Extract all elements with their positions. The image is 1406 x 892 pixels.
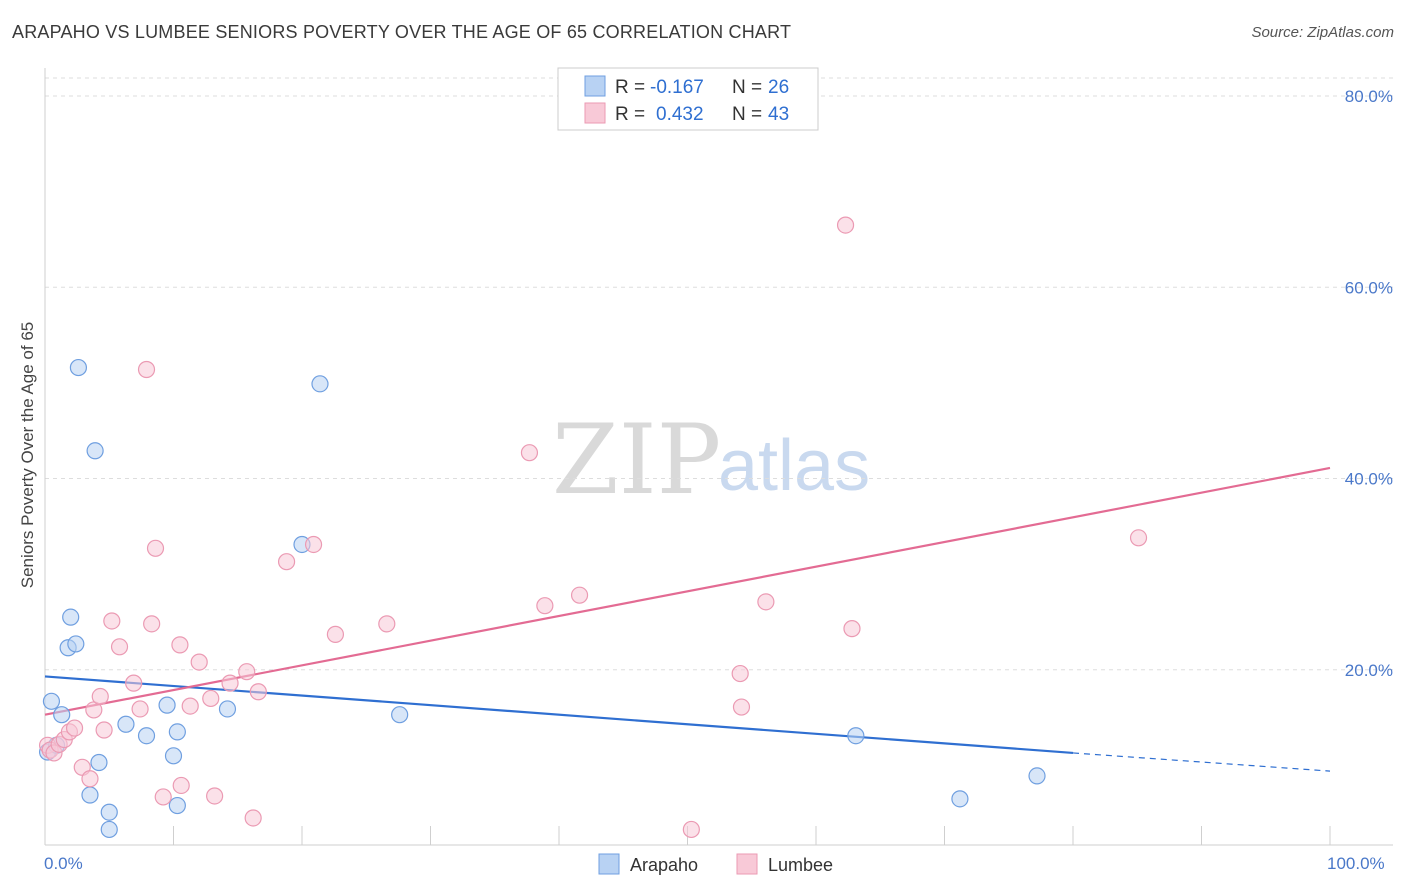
arapaho-point-3 — [54, 707, 70, 723]
legend-swatch-arapaho — [585, 76, 605, 96]
lumbee-point-34 — [521, 445, 537, 461]
lumbee-point-8 — [82, 771, 98, 787]
legend-r-label-lumbee: R = — [615, 104, 645, 125]
lumbee-point-20 — [172, 637, 188, 653]
lumbee-point-13 — [112, 639, 128, 655]
bottom-legend-label-arapaho: Arapaho — [630, 855, 698, 875]
lumbee-point-18 — [148, 540, 164, 556]
grid-lines — [45, 78, 1393, 670]
lumbee-point-12 — [104, 613, 120, 629]
lumbee-point-39 — [733, 699, 749, 715]
lumbee-point-35 — [537, 598, 553, 614]
lumbee-point-26 — [222, 675, 238, 691]
lumbee-point-21 — [173, 777, 189, 793]
arapaho-point-14 — [139, 728, 155, 744]
lumbee-point-42 — [844, 621, 860, 637]
arapaho-trend-extension — [1073, 753, 1330, 771]
arapaho-point-7 — [70, 360, 86, 376]
arapaho-point-8 — [82, 787, 98, 803]
lumbee-points — [40, 217, 1147, 837]
lumbee-point-41 — [838, 217, 854, 233]
lumbee-point-19 — [155, 789, 171, 805]
x-tick-label-max: 100.0% — [1327, 854, 1385, 873]
legend-n-value-lumbee: 43 — [768, 104, 789, 125]
arapaho-trend-line — [45, 676, 1073, 753]
arapaho-point-11 — [101, 804, 117, 820]
arapaho-point-1 — [43, 693, 59, 709]
y-tick-label-80: 80.0% — [1345, 87, 1393, 106]
lumbee-point-43 — [1131, 530, 1147, 546]
y-tick-label-40: 40.0% — [1345, 470, 1393, 489]
lumbee-point-27 — [239, 664, 255, 680]
arapaho-point-25 — [1029, 768, 1045, 784]
lumbee-point-14 — [126, 675, 142, 691]
arapaho-point-17 — [169, 724, 185, 740]
y-tick-labels: 20.0% 40.0% 60.0% 80.0% — [1345, 87, 1393, 680]
lumbee-point-6 — [67, 720, 83, 736]
lumbee-point-11 — [96, 722, 112, 738]
arapaho-point-12 — [101, 821, 117, 837]
watermark-zip: ZIP — [552, 404, 721, 516]
arapaho-point-10 — [91, 755, 107, 771]
bottom-legend-label-lumbee: Lumbee — [768, 855, 833, 875]
lumbee-point-15 — [132, 701, 148, 717]
lumbee-point-38 — [732, 666, 748, 682]
lumbee-point-24 — [203, 690, 219, 706]
series-legend: Arapaho Lumbee — [599, 854, 833, 875]
arapaho-point-9 — [87, 443, 103, 459]
scatter-chart: ZIP atlas 20.0% 40.0% 60.0% 80.0% 0.0% 100.… — [0, 0, 1406, 892]
lumbee-point-31 — [306, 536, 322, 552]
arapaho-point-22 — [392, 707, 408, 723]
lumbee-point-17 — [144, 616, 160, 632]
correlation-legend: R = -0.167 N = 26 R = 0.432 N = 43 — [558, 68, 818, 130]
bottom-legend-swatch-lumbee — [737, 854, 757, 874]
lumbee-point-25 — [207, 788, 223, 804]
legend-r-value-lumbee: 0.432 — [656, 104, 704, 125]
lumbee-point-10 — [92, 689, 108, 705]
y-tick-label-20: 20.0% — [1345, 661, 1393, 680]
arapaho-point-23 — [848, 728, 864, 744]
lumbee-point-30 — [279, 554, 295, 570]
arapaho-point-5 — [63, 609, 79, 625]
lumbee-point-36 — [572, 587, 588, 603]
watermark-atlas: atlas — [718, 426, 870, 506]
arapaho-point-16 — [166, 748, 182, 764]
lumbee-point-22 — [182, 698, 198, 714]
y-tick-label-60: 60.0% — [1345, 278, 1393, 297]
legend-r-label-arapaho: R = — [615, 77, 645, 98]
lumbee-point-16 — [139, 361, 155, 377]
lumbee-point-32 — [327, 626, 343, 642]
arapaho-point-24 — [952, 791, 968, 807]
arapaho-point-19 — [219, 701, 235, 717]
lumbee-point-40 — [758, 594, 774, 610]
legend-n-label-arapaho: N = — [732, 77, 762, 98]
lumbee-point-29 — [250, 684, 266, 700]
legend-n-value-arapaho: 26 — [768, 77, 789, 98]
lumbee-point-37 — [683, 821, 699, 837]
arapaho-point-21 — [312, 376, 328, 392]
lumbee-point-23 — [191, 654, 207, 670]
lumbee-point-28 — [245, 810, 261, 826]
legend-n-label-lumbee: N = — [732, 104, 762, 125]
legend-swatch-lumbee — [585, 103, 605, 123]
arapaho-point-13 — [118, 716, 134, 732]
arapaho-point-15 — [159, 697, 175, 713]
lumbee-point-33 — [379, 616, 395, 632]
x-tick-label-min: 0.0% — [44, 854, 83, 873]
bottom-legend-swatch-arapaho — [599, 854, 619, 874]
legend-r-value-arapaho: -0.167 — [650, 77, 704, 98]
arapaho-point-18 — [169, 798, 185, 814]
arapaho-point-6 — [68, 636, 84, 652]
